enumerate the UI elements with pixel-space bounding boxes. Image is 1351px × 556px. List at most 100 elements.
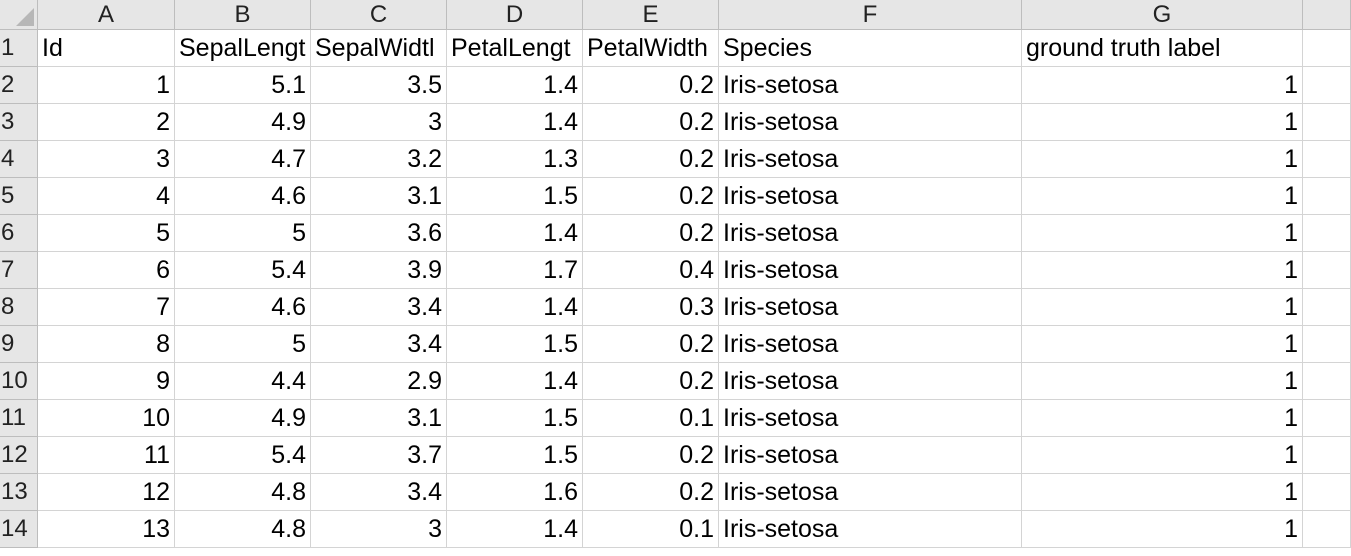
data-cell[interactable]: 12 bbox=[38, 474, 175, 511]
empty-cell[interactable] bbox=[1303, 326, 1351, 363]
data-cell[interactable]: 4.8 bbox=[175, 474, 311, 511]
data-cell[interactable]: 4.9 bbox=[175, 104, 311, 141]
data-cell[interactable]: 0.2 bbox=[583, 326, 719, 363]
data-cell[interactable]: Iris-setosa bbox=[719, 437, 1022, 474]
header-cell[interactable]: SepalLengt bbox=[175, 30, 311, 67]
header-cell[interactable]: PetalWidth bbox=[583, 30, 719, 67]
data-cell[interactable]: 5.4 bbox=[175, 252, 311, 289]
empty-cell[interactable] bbox=[1303, 289, 1351, 326]
data-cell[interactable]: 0.2 bbox=[583, 363, 719, 400]
data-cell[interactable]: 5.4 bbox=[175, 437, 311, 474]
data-cell[interactable]: 1 bbox=[1022, 474, 1303, 511]
data-cell[interactable]: Iris-setosa bbox=[719, 252, 1022, 289]
data-cell[interactable]: 1.5 bbox=[447, 400, 583, 437]
data-cell[interactable]: Iris-setosa bbox=[719, 474, 1022, 511]
row-header[interactable]: 4 bbox=[0, 141, 38, 178]
data-cell[interactable]: 1 bbox=[1022, 437, 1303, 474]
data-cell[interactable]: 5 bbox=[38, 215, 175, 252]
data-cell[interactable]: 0.2 bbox=[583, 178, 719, 215]
empty-cell[interactable] bbox=[1303, 511, 1351, 548]
data-cell[interactable]: 0.2 bbox=[583, 437, 719, 474]
row-header[interactable]: 9 bbox=[0, 326, 38, 363]
data-cell[interactable]: 4.9 bbox=[175, 400, 311, 437]
data-cell[interactable]: 1 bbox=[1022, 215, 1303, 252]
data-cell[interactable]: 1.5 bbox=[447, 178, 583, 215]
header-cell[interactable]: Species bbox=[719, 30, 1022, 67]
data-cell[interactable]: 0.1 bbox=[583, 400, 719, 437]
data-cell[interactable]: 1 bbox=[1022, 252, 1303, 289]
row-header[interactable]: 12 bbox=[0, 437, 38, 474]
data-cell[interactable]: 9 bbox=[38, 363, 175, 400]
data-cell[interactable]: 4.6 bbox=[175, 178, 311, 215]
data-cell[interactable]: 3.4 bbox=[311, 289, 447, 326]
data-cell[interactable]: 1.4 bbox=[447, 511, 583, 548]
data-cell[interactable]: 0.2 bbox=[583, 215, 719, 252]
data-cell[interactable]: 1 bbox=[1022, 141, 1303, 178]
data-cell[interactable]: Iris-setosa bbox=[719, 289, 1022, 326]
data-cell[interactable]: 1 bbox=[38, 67, 175, 104]
empty-cell[interactable] bbox=[1303, 178, 1351, 215]
data-cell[interactable]: 1 bbox=[1022, 104, 1303, 141]
data-cell[interactable]: 3.1 bbox=[311, 178, 447, 215]
column-header-next[interactable] bbox=[1303, 0, 1351, 30]
column-header-b[interactable]: B bbox=[175, 0, 311, 30]
empty-cell[interactable] bbox=[1303, 104, 1351, 141]
empty-cell[interactable] bbox=[1303, 215, 1351, 252]
data-cell[interactable]: 1.4 bbox=[447, 363, 583, 400]
row-header[interactable]: 5 bbox=[0, 178, 38, 215]
data-cell[interactable]: Iris-setosa bbox=[719, 363, 1022, 400]
data-cell[interactable]: 3.4 bbox=[311, 326, 447, 363]
row-header[interactable]: 2 bbox=[0, 67, 38, 104]
data-cell[interactable]: Iris-setosa bbox=[719, 178, 1022, 215]
data-cell[interactable]: Iris-setosa bbox=[719, 104, 1022, 141]
data-cell[interactable]: 3 bbox=[311, 104, 447, 141]
header-cell[interactable]: ground truth label bbox=[1022, 30, 1303, 67]
data-cell[interactable]: 1.4 bbox=[447, 104, 583, 141]
data-cell[interactable]: 3.6 bbox=[311, 215, 447, 252]
data-cell[interactable]: 6 bbox=[38, 252, 175, 289]
data-cell[interactable]: 3.1 bbox=[311, 400, 447, 437]
data-cell[interactable]: 3.2 bbox=[311, 141, 447, 178]
data-cell[interactable]: 1.5 bbox=[447, 326, 583, 363]
data-cell[interactable]: 4.4 bbox=[175, 363, 311, 400]
data-cell[interactable]: 3 bbox=[311, 511, 447, 548]
row-header[interactable]: 11 bbox=[0, 400, 38, 437]
data-cell[interactable]: Iris-setosa bbox=[719, 511, 1022, 548]
data-cell[interactable]: 4.6 bbox=[175, 289, 311, 326]
select-all-corner[interactable] bbox=[0, 0, 38, 30]
data-cell[interactable]: 5 bbox=[175, 215, 311, 252]
header-cell[interactable]: Id bbox=[38, 30, 175, 67]
data-cell[interactable]: Iris-setosa bbox=[719, 215, 1022, 252]
data-cell[interactable]: 1 bbox=[1022, 363, 1303, 400]
data-cell[interactable]: 0.2 bbox=[583, 104, 719, 141]
header-cell[interactable]: SepalWidtl bbox=[311, 30, 447, 67]
data-cell[interactable]: 0.3 bbox=[583, 289, 719, 326]
data-cell[interactable]: 1 bbox=[1022, 289, 1303, 326]
data-cell[interactable]: 8 bbox=[38, 326, 175, 363]
data-cell[interactable]: 1.4 bbox=[447, 289, 583, 326]
data-cell[interactable]: 3.9 bbox=[311, 252, 447, 289]
data-cell[interactable]: 1.4 bbox=[447, 67, 583, 104]
row-header[interactable]: 3 bbox=[0, 104, 38, 141]
data-cell[interactable]: 5 bbox=[175, 326, 311, 363]
column-header-a[interactable]: A bbox=[38, 0, 175, 30]
row-header[interactable]: 1 bbox=[0, 30, 38, 67]
data-cell[interactable]: 3 bbox=[38, 141, 175, 178]
data-cell[interactable]: 1.4 bbox=[447, 215, 583, 252]
row-header[interactable]: 14 bbox=[0, 511, 38, 548]
data-cell[interactable]: 3.4 bbox=[311, 474, 447, 511]
row-header[interactable]: 8 bbox=[0, 289, 38, 326]
data-cell[interactable]: 4.7 bbox=[175, 141, 311, 178]
data-cell[interactable]: 2.9 bbox=[311, 363, 447, 400]
data-cell[interactable]: 3.7 bbox=[311, 437, 447, 474]
data-cell[interactable]: 0.2 bbox=[583, 474, 719, 511]
empty-cell[interactable] bbox=[1303, 30, 1351, 67]
data-cell[interactable]: 0.1 bbox=[583, 511, 719, 548]
data-cell[interactable]: 2 bbox=[38, 104, 175, 141]
data-cell[interactable]: 1 bbox=[1022, 511, 1303, 548]
data-cell[interactable]: 1.6 bbox=[447, 474, 583, 511]
data-cell[interactable]: 0.2 bbox=[583, 67, 719, 104]
data-cell[interactable]: 1.5 bbox=[447, 437, 583, 474]
empty-cell[interactable] bbox=[1303, 67, 1351, 104]
data-cell[interactable]: 7 bbox=[38, 289, 175, 326]
